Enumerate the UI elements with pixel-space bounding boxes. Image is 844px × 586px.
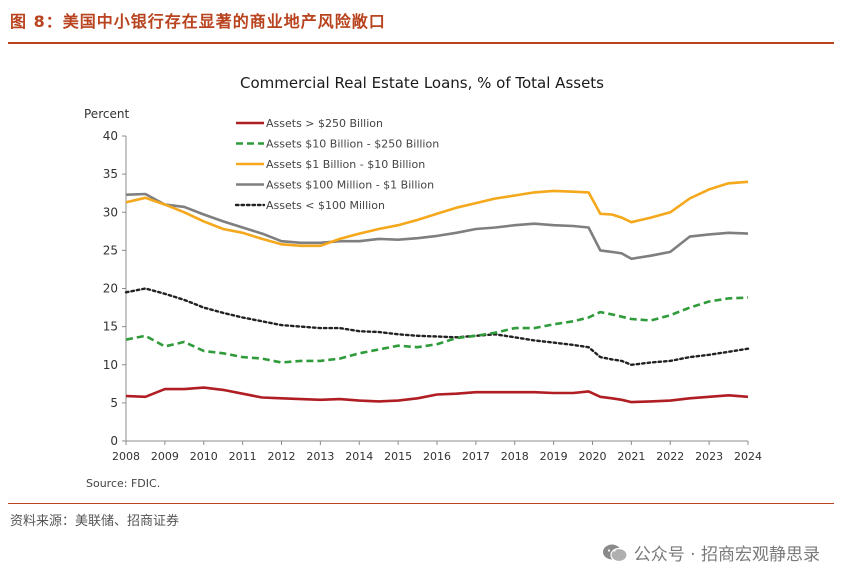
legend-label: Assets $1 Billion - $10 Billion bbox=[266, 158, 425, 171]
y-tick-label: 20 bbox=[103, 282, 118, 296]
title-divider bbox=[8, 42, 834, 44]
y-tick-group: 0 5 10 15 20 25 30 35 40 bbox=[103, 129, 126, 448]
x-tick-label: 2014 bbox=[345, 450, 373, 463]
x-tick-label: 2019 bbox=[540, 450, 568, 463]
y-tick-label: 5 bbox=[110, 396, 118, 410]
y-axis-label: Percent bbox=[84, 107, 129, 121]
figure-title: 图 8：美国中小银行存在显著的商业地产风险敞口 bbox=[10, 12, 386, 31]
x-tick-label: 2020 bbox=[579, 450, 607, 463]
watermark-text: 公众号 · 招商宏观静思录 bbox=[633, 545, 820, 565]
y-tick-label: 25 bbox=[103, 243, 118, 257]
x-tick-label: 2010 bbox=[190, 450, 218, 463]
series-line-5 bbox=[124, 287, 750, 366]
x-tick-label: 2009 bbox=[151, 450, 179, 463]
footer-divider bbox=[8, 503, 834, 504]
x-tick-label: 2015 bbox=[384, 450, 412, 463]
data-source: 资料来源：美联储、招商证券 bbox=[10, 514, 180, 529]
legend-label: Assets $100 Million - $1 Billion bbox=[266, 179, 434, 192]
x-tick-label: 2023 bbox=[695, 450, 723, 463]
wechat-icon bbox=[602, 544, 628, 562]
x-tick-label: 2022 bbox=[656, 450, 684, 463]
y-tick-label: 15 bbox=[103, 320, 118, 334]
series-line-2 bbox=[125, 296, 749, 364]
y-tick-label: 10 bbox=[103, 358, 118, 372]
x-tick-label: 2024 bbox=[734, 450, 762, 463]
x-tick-label: 2018 bbox=[501, 450, 529, 463]
x-tick-label: 2013 bbox=[306, 450, 334, 463]
legend-label: Assets < $100 Million bbox=[266, 199, 385, 212]
x-tick-label: 2021 bbox=[617, 450, 645, 463]
legend-label: Assets $10 Billion - $250 Billion bbox=[266, 138, 439, 151]
line-chart: Commercial Real Estate Loans, % of Total… bbox=[84, 74, 762, 490]
y-tick-label: 0 bbox=[110, 434, 118, 448]
chart-title: Commercial Real Estate Loans, % of Total… bbox=[240, 74, 604, 92]
legend: Assets > $250 Billion Assets $10 Billion … bbox=[234, 117, 439, 212]
x-tick-label: 2008 bbox=[112, 450, 140, 463]
x-tick-label: 2012 bbox=[268, 450, 296, 463]
y-tick-label: 40 bbox=[103, 129, 118, 143]
series-line-1 bbox=[125, 386, 749, 404]
series-line-4 bbox=[125, 192, 749, 261]
watermark: 公众号 · 招商宏观静思录 bbox=[602, 540, 820, 565]
series-line-3 bbox=[125, 180, 749, 248]
legend-label: Assets > $250 Billion bbox=[266, 117, 383, 130]
source-note: Source: FDIC. bbox=[86, 477, 160, 490]
axes: 2008 2009 2010 2011 2012 2013 2014 2015 2016 2017… bbox=[112, 136, 762, 463]
y-tick-label: 30 bbox=[103, 205, 118, 219]
series-lines bbox=[124, 180, 750, 404]
x-tick-label: 2016 bbox=[423, 450, 451, 463]
x-tick-label: 2011 bbox=[229, 450, 257, 463]
x-tick-label: 2017 bbox=[462, 450, 490, 463]
y-tick-label: 35 bbox=[103, 167, 118, 181]
